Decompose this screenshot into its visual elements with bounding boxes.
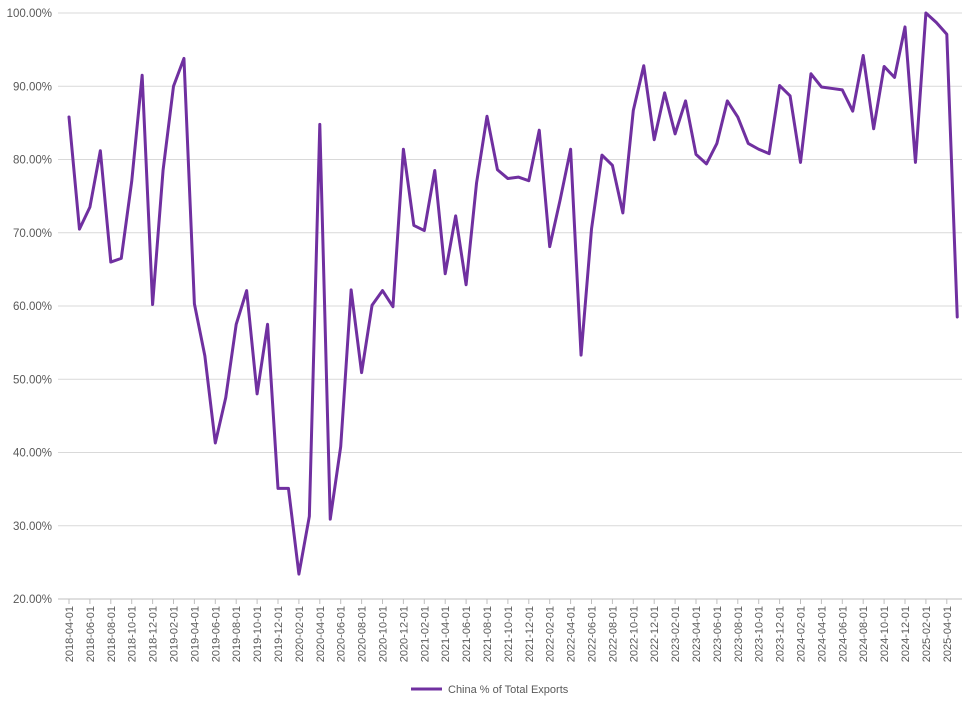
x-tick-label: 2024-06-01 bbox=[837, 606, 849, 662]
x-axis bbox=[58, 598, 962, 604]
x-tick-label: 2019-10-01 bbox=[252, 606, 264, 662]
x-tick-label: 2025-04-01 bbox=[942, 606, 954, 662]
x-tick-label: 2021-06-01 bbox=[461, 606, 473, 662]
x-tick-label: 2021-10-01 bbox=[503, 606, 515, 662]
x-tick-label: 2020-06-01 bbox=[336, 606, 348, 662]
y-tick-label: 50.00% bbox=[13, 374, 52, 386]
x-tick-label: 2022-10-01 bbox=[628, 606, 640, 662]
series-line-china-pct-exports bbox=[67, 11, 959, 576]
x-tick-label: 2021-12-01 bbox=[524, 606, 536, 662]
y-axis-tick-labels: 20.00% 30.00% 40.00% 50.00% 60.00% 70.00% 80.0… bbox=[7, 8, 52, 606]
y-tick-label: 70.00% bbox=[13, 228, 52, 240]
x-tick-label: 2023-06-01 bbox=[712, 606, 724, 662]
x-tick-label: 2020-04-01 bbox=[315, 606, 327, 662]
y-tick-label: 80.00% bbox=[13, 155, 52, 167]
x-axis-tick-labels: 2018-04-01 2018-06-01 2018-08-01 2018-10-01… bbox=[64, 606, 954, 662]
x-tick-label: 2022-06-01 bbox=[587, 606, 599, 662]
x-tick-label: 2021-02-01 bbox=[419, 606, 431, 662]
x-tick-label: 2018-06-01 bbox=[85, 606, 97, 662]
x-tick-label: 2022-02-01 bbox=[545, 606, 557, 662]
x-tick-label: 2023-10-01 bbox=[754, 606, 766, 662]
x-tick-label: 2021-04-01 bbox=[440, 606, 452, 662]
x-tick-label: 2023-08-01 bbox=[733, 606, 745, 662]
x-tick-label: 2019-02-01 bbox=[169, 606, 181, 662]
x-tick-label: 2018-08-01 bbox=[106, 606, 118, 662]
x-tick-label: 2019-12-01 bbox=[273, 606, 285, 662]
y-tick-label: 20.00% bbox=[13, 594, 52, 606]
x-tick-label: 2018-04-01 bbox=[64, 606, 76, 662]
x-tick-label: 2019-04-01 bbox=[189, 606, 201, 662]
x-tick-label: 2024-10-01 bbox=[879, 606, 891, 662]
x-tick-label: 2024-02-01 bbox=[796, 606, 808, 662]
series-layer bbox=[67, 11, 959, 576]
x-tick-label: 2023-04-01 bbox=[691, 606, 703, 662]
y-tick-label: 30.00% bbox=[13, 521, 52, 533]
x-tick-label: 2020-02-01 bbox=[294, 606, 306, 662]
x-tick-label: 2021-08-01 bbox=[482, 606, 494, 662]
x-tick-label: 2023-02-01 bbox=[670, 606, 682, 662]
legend-label: China % of Total Exports bbox=[448, 684, 569, 696]
y-tick-label: 40.00% bbox=[13, 448, 52, 460]
x-tick-label: 2025-02-01 bbox=[921, 606, 933, 662]
x-tick-label: 2022-08-01 bbox=[607, 606, 619, 662]
x-tick-label: 2020-12-01 bbox=[398, 606, 410, 662]
legend: China % of Total Exports bbox=[411, 684, 569, 696]
x-tick-label: 2018-12-01 bbox=[148, 606, 160, 662]
x-tick-label: 2022-12-01 bbox=[649, 606, 661, 662]
x-tick-label: 2024-12-01 bbox=[900, 606, 912, 662]
x-tick-label: 2019-08-01 bbox=[231, 606, 243, 662]
y-tick-label: 90.00% bbox=[13, 81, 52, 93]
x-tick-label: 2024-04-01 bbox=[816, 606, 828, 662]
x-tick-label: 2023-12-01 bbox=[775, 606, 787, 662]
x-tick-label: 2022-04-01 bbox=[566, 606, 578, 662]
x-tick-label: 2020-08-01 bbox=[357, 606, 369, 662]
x-tick-label: 2024-08-01 bbox=[858, 606, 870, 662]
x-tick-label: 2018-10-01 bbox=[127, 606, 139, 662]
x-tick-label: 2019-06-01 bbox=[210, 606, 222, 662]
x-tick-label: 2020-10-01 bbox=[378, 606, 390, 662]
y-tick-label: 100.00% bbox=[7, 8, 52, 20]
y-tick-label: 60.00% bbox=[13, 301, 52, 313]
